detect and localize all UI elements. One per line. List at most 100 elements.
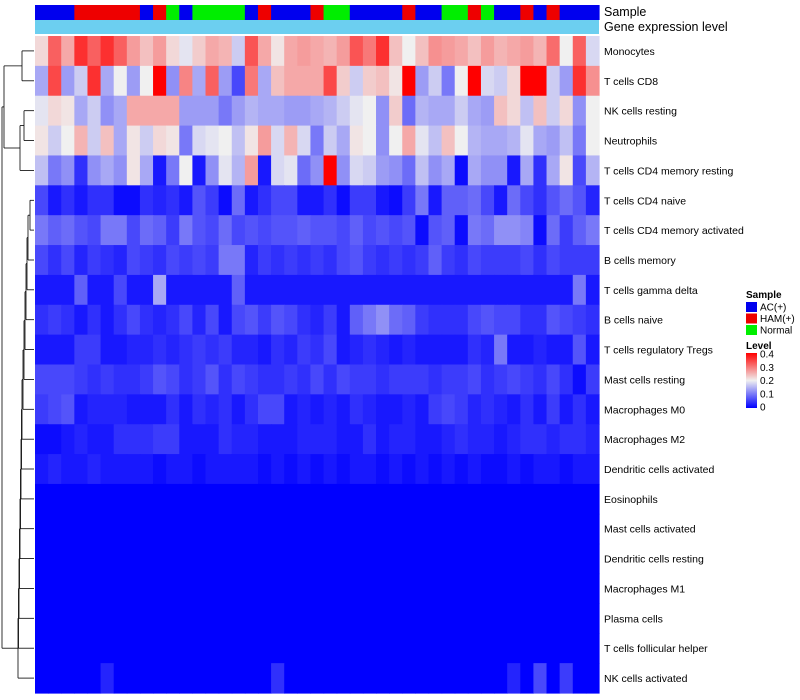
sample-cell [402,5,416,20]
heatmap-cell [74,65,89,97]
sample-cell [153,5,167,20]
heatmap-cell [402,334,416,366]
heatmap-cell [507,543,521,575]
heatmap-cell [205,95,220,127]
heatmap-cell [231,394,246,425]
heatmap-cell [441,95,456,127]
heatmap-cell [441,65,456,97]
heatmap-cell [113,424,128,455]
heatmap-cell [520,125,535,157]
heatmap-cell [376,245,390,276]
heatmap-cell [454,573,469,605]
heatmap-cell [205,304,220,336]
level-tick-label: 0.3 [760,363,774,374]
heatmap-cell [257,65,272,97]
row-label: B cells memory [604,255,677,267]
heatmap-cell [323,394,338,425]
heatmap-cell [271,245,285,276]
heatmap-cell [166,364,180,395]
heatmap-cell [480,304,495,336]
heatmap-cell [362,274,377,306]
heatmap-cell [402,274,416,306]
heatmap-cell [494,274,508,306]
heatmap-cell [61,95,75,127]
heatmap-cell [441,155,456,186]
heatmap-cell [467,36,482,67]
row-label: T cells CD8 [604,76,658,88]
heatmap-cell [61,334,75,366]
heatmap-cell [494,663,508,694]
heatmap-cell [48,603,62,634]
heatmap-cell [139,513,154,545]
heatmap-cell [244,513,259,545]
sample-legend-label: Normal [760,326,792,337]
heatmap-cell [323,603,338,634]
heatmap-cell [74,424,89,455]
heatmap-cell [192,394,207,425]
heatmap-cell [467,185,482,216]
sample-cell [494,5,508,20]
heatmap-cell [310,274,325,306]
heatmap-cell [376,663,390,694]
heatmap-cell [494,125,508,157]
heatmap-cell [113,215,128,246]
heatmap-cell [389,125,403,157]
heatmap-cell [153,424,167,455]
heatmap-cell [323,155,338,186]
heatmap-cell [467,483,482,515]
heatmap-cell [48,394,62,425]
row-label: T cells CD4 memory resting [604,165,733,177]
heatmap-cell [218,633,233,664]
heatmap-cell [166,334,180,366]
sample-cell [297,5,312,20]
heatmap-cell [415,663,430,694]
sample-legend-label: AC(+) [760,303,786,314]
heatmap-cell [179,334,193,366]
heatmap-cell [415,573,430,605]
heatmap-cell [559,394,574,425]
heatmap-cell [349,125,364,157]
row-label: Mast cells resting [604,374,685,386]
heatmap-cell [336,95,351,127]
heatmap-cell [153,36,167,67]
heatmap-cell [402,483,416,515]
heatmap-cell [271,274,285,306]
sample-cell [87,5,102,20]
heatmap-cell [100,364,115,395]
heatmap-cell [271,454,285,485]
heatmap-cell [572,65,587,97]
heatmap-cell [297,155,312,186]
heatmap-cell [87,454,102,485]
heatmap-cell [192,603,207,634]
heatmap-cell [205,245,220,276]
heatmap-cell [310,215,325,246]
heatmap-cell [559,125,574,157]
heatmap-cell [546,36,561,67]
heatmap-cell [428,185,443,216]
sample-cell [376,5,390,20]
heatmap-cell [467,513,482,545]
heatmap-cell [572,155,587,186]
heatmap-cell [126,334,141,366]
heatmap-cell [428,633,443,664]
heatmap-cell [362,364,377,395]
heatmap-cell [100,274,115,306]
heatmap-cell [284,573,298,605]
sample-cell [179,5,193,20]
heatmap-cell [179,304,193,336]
heatmap-cell [153,95,167,127]
heatmap-cell [546,245,561,276]
sample-cell [61,5,75,20]
heatmap-cell [310,95,325,127]
heatmap-cell [559,215,574,246]
heatmap-cell [284,155,298,186]
heatmap-cell [126,36,141,67]
heatmap-cell [533,513,548,545]
heatmap-cell [74,603,89,634]
sample-cell [139,5,154,20]
heatmap-cell [559,573,574,605]
heatmap-cell [480,65,495,97]
heatmap-cell [349,364,364,395]
heatmap-cell [74,663,89,694]
